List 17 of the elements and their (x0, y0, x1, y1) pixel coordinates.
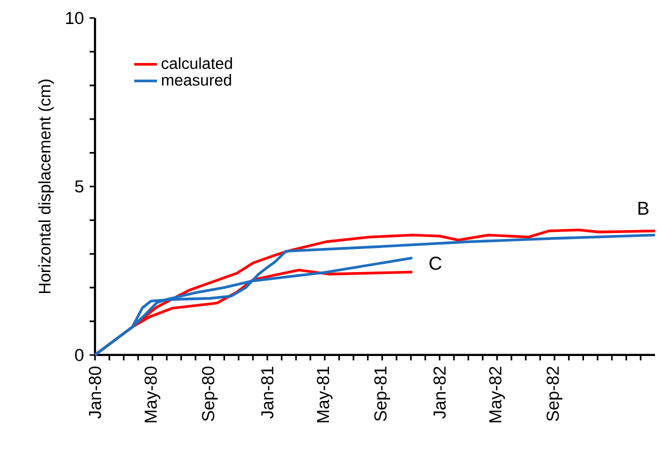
x-tick-label: Sep-81 (374, 366, 390, 422)
annotation: B (638, 202, 648, 215)
y-axis-title: Horizontal displacement (cm) (38, 80, 54, 294)
legend-label: calculated (162, 57, 232, 70)
x-tick-label: Jan-81 (261, 366, 274, 419)
x-tick-label: Jan-80 (88, 366, 102, 419)
legend-label: measured (162, 74, 232, 86)
x-tick-label: May-81 (316, 366, 333, 422)
x-tick-label: Sep-80 (202, 366, 218, 422)
x-tick-label: Sep-82 (546, 366, 562, 422)
annotation: C (430, 256, 442, 270)
y-tick-label: 0 (75, 348, 84, 362)
x-tick-label: Jan-82 (433, 366, 446, 419)
y-tick-label: 5 (75, 180, 84, 193)
y-tick-label: 10 (66, 12, 84, 24)
x-tick-label: May-80 (144, 366, 160, 422)
x-tick-label: May-82 (489, 366, 505, 422)
